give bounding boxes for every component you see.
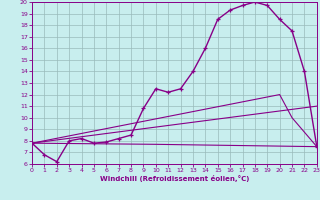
X-axis label: Windchill (Refroidissement éolien,°C): Windchill (Refroidissement éolien,°C) xyxy=(100,175,249,182)
